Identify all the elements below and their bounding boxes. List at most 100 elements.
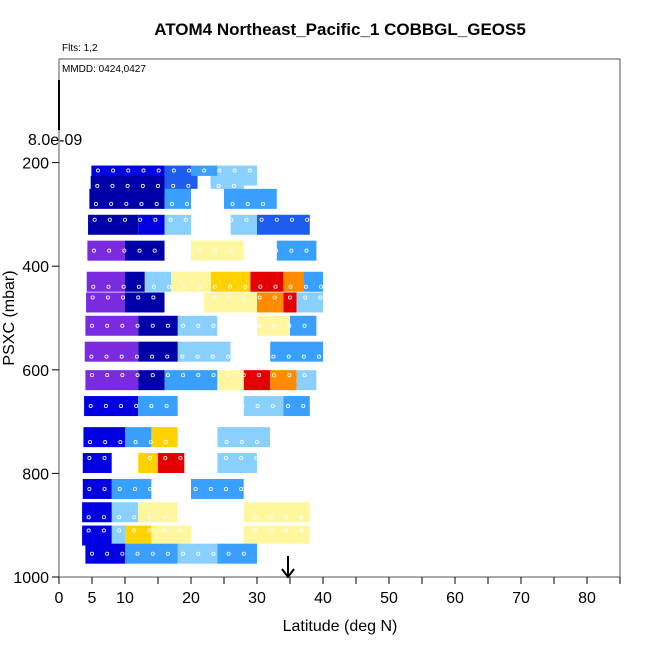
x-tick-label: 80 — [578, 590, 596, 607]
sample-marker — [242, 295, 247, 300]
heatmap-cell — [184, 453, 218, 474]
sample-marker — [90, 373, 95, 378]
sample-marker — [122, 248, 127, 253]
latitude-arrow — [281, 556, 295, 579]
sample-marker — [152, 248, 157, 253]
sample-marker — [154, 201, 159, 206]
sample-marker — [202, 168, 207, 173]
sample-marker — [162, 515, 167, 520]
sample-marker — [284, 486, 289, 491]
sample-marker — [270, 440, 275, 445]
heatmap-cell — [177, 341, 231, 362]
sample-marker — [138, 217, 143, 222]
sample-marker — [284, 456, 289, 461]
sample-marker — [255, 404, 260, 409]
sample-marker — [89, 354, 94, 359]
sample-marker — [148, 440, 153, 445]
sample-marker — [254, 456, 259, 461]
sample-marker — [272, 373, 277, 378]
sample-marker — [287, 323, 292, 328]
sample-marker — [287, 373, 292, 378]
sample-marker — [168, 217, 173, 222]
sample-marker — [273, 284, 278, 289]
x-tick-label: 30 — [248, 590, 266, 607]
sample-marker — [165, 551, 170, 556]
sample-marker — [196, 551, 201, 556]
heatmap-cell — [250, 271, 284, 292]
heatmap-cell — [83, 427, 125, 448]
heatmap-cell — [111, 478, 152, 499]
sample-marker — [105, 551, 110, 556]
y-tick-label: 400 — [22, 259, 49, 276]
heatmap-cell — [164, 292, 205, 313]
sample-marker — [271, 354, 276, 359]
dates-note: MMDD: 0424,0427 — [62, 64, 146, 75]
sample-marker — [141, 168, 146, 173]
sample-marker — [208, 515, 213, 520]
heatmap-cell — [164, 240, 191, 261]
sample-marker — [103, 440, 108, 445]
sample-marker — [149, 404, 154, 409]
sample-marker — [227, 284, 232, 289]
sample-marker — [232, 168, 237, 173]
heatmap-cell — [257, 543, 310, 564]
plot-frame — [58, 58, 621, 578]
heatmap-cell — [151, 525, 191, 546]
sample-marker — [303, 295, 308, 300]
sample-marker — [177, 528, 182, 533]
sample-marker — [90, 323, 95, 328]
sample-marker — [286, 404, 291, 409]
sample-marker — [171, 168, 176, 173]
y-tick-label: 200 — [22, 156, 49, 173]
sample-marker — [105, 323, 110, 328]
sample-marker — [107, 248, 112, 253]
sample-marker — [289, 217, 294, 222]
sample-marker — [241, 373, 246, 378]
sample-marker — [196, 295, 201, 300]
sample-marker — [299, 486, 304, 491]
sample-marker — [118, 440, 123, 445]
heatmap-cell — [164, 188, 191, 209]
sample-marker — [163, 440, 168, 445]
sample-marker — [91, 284, 96, 289]
sample-marker — [208, 528, 213, 533]
heatmap-cell — [296, 292, 323, 313]
heatmap-cell — [296, 370, 317, 391]
sample-marker — [224, 440, 229, 445]
sample-marker — [92, 217, 97, 222]
sample-marker — [165, 373, 170, 378]
sample-marker — [302, 551, 307, 556]
sample-marker — [254, 486, 259, 491]
sample-marker — [134, 354, 139, 359]
x-tick-label: 60 — [446, 590, 464, 607]
heatmap-cell — [257, 315, 290, 336]
heatmap-cell — [257, 214, 310, 235]
sample-marker — [241, 551, 246, 556]
sample-marker — [151, 295, 156, 300]
sample-marker — [120, 551, 125, 556]
heatmap-cell — [191, 214, 231, 235]
sample-marker — [243, 248, 248, 253]
sample-marker — [272, 295, 277, 300]
sample-marker — [120, 373, 125, 378]
sample-marker — [117, 456, 122, 461]
sample-marker — [133, 440, 138, 445]
sample-marker — [136, 295, 141, 300]
sample-marker — [147, 528, 152, 533]
sample-marker — [272, 323, 277, 328]
sample-marker — [270, 404, 275, 409]
sample-marker — [211, 373, 216, 378]
sample-marker — [171, 183, 176, 188]
sample-marker — [258, 284, 263, 289]
heatmap-cell — [89, 188, 165, 209]
heatmap-cell — [85, 370, 139, 391]
heatmap-cell — [171, 271, 211, 292]
sample-marker — [181, 551, 186, 556]
heatmap-cell — [283, 271, 304, 292]
sample-marker — [247, 168, 252, 173]
sample-marker — [284, 515, 289, 520]
sample-marker — [300, 440, 305, 445]
heatmap-cell — [224, 188, 277, 209]
heatmap-cell — [210, 271, 251, 292]
heatmap-cell — [243, 370, 271, 391]
